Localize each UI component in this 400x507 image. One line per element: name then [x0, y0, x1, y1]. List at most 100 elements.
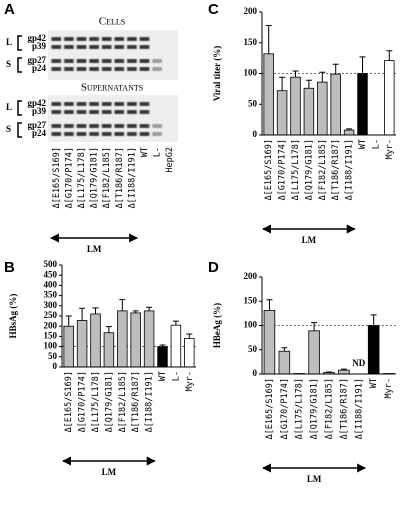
band: [64, 124, 74, 128]
error-bar: [281, 347, 288, 352]
bracket-label: L: [6, 102, 12, 112]
lane-label: Δ[T186/R187]: [115, 147, 125, 208]
band: [114, 110, 125, 114]
band: [51, 110, 62, 114]
y-tick-label: 50: [48, 351, 58, 361]
lane-label: Δ[E165/S169]: [52, 147, 62, 208]
x-tick-label: Δ[I188/I191]: [354, 378, 364, 439]
error-bar: [119, 299, 126, 311]
error-bar: [346, 128, 353, 131]
panel-label: D: [208, 259, 219, 276]
band: [89, 37, 99, 41]
group-label: LM: [102, 467, 117, 477]
band: [101, 124, 112, 128]
lane-label: WT: [140, 147, 150, 157]
x-tick-label: Δ[L175/L178]: [91, 371, 101, 432]
y-tick-label: 0: [53, 361, 58, 371]
band: [114, 45, 125, 49]
panel-label: A: [4, 1, 15, 18]
band: [89, 45, 99, 49]
band: [76, 67, 87, 71]
bracket-label: L: [6, 37, 12, 47]
y-tick-label: 350: [44, 290, 58, 300]
error-bar: [146, 306, 153, 311]
x-tick-label: WT: [369, 378, 379, 388]
x-tick-label: Δ[T186/R187]: [331, 139, 341, 200]
y-tick-label: 0: [253, 368, 258, 378]
error-bar: [292, 70, 299, 78]
band: [89, 67, 99, 71]
band: [114, 124, 125, 128]
band: [139, 59, 150, 63]
x-tick-label: Δ[T186/R187]: [339, 378, 349, 439]
x-tick-label: Δ[F182/L185]: [118, 371, 128, 432]
bar: [117, 310, 128, 368]
bar: [157, 346, 168, 368]
bar: [343, 129, 355, 136]
x-tick-label: Δ[G170/P174]: [280, 378, 290, 439]
bar: [384, 60, 395, 136]
lane-label: Δ[I188/I191]: [127, 147, 137, 208]
bar: [357, 73, 368, 136]
bar: [170, 324, 182, 368]
bar: [290, 76, 301, 136]
marker-label: p39: [32, 106, 47, 116]
group-label: LM: [307, 474, 322, 484]
x-tick-label: Δ[E165/S169]: [265, 378, 275, 439]
band: [76, 45, 87, 49]
error-bar: [319, 71, 326, 83]
group-label: LM: [302, 235, 317, 245]
x-tick-label: WT: [158, 371, 168, 381]
bar: [263, 53, 274, 136]
y-axis-title: HBsAg (%): [8, 294, 18, 339]
error-bar: [265, 25, 272, 54]
band: [101, 67, 112, 71]
x-tick-label: Δ[E165/S169]: [264, 139, 274, 200]
band: [114, 59, 125, 63]
error-bar: [172, 320, 179, 326]
bar: [276, 90, 288, 136]
x-tick-label: Δ[Q179/G181]: [304, 139, 314, 200]
y-axis-title: Viral titer (%): [212, 46, 222, 101]
band: [127, 132, 137, 136]
y-tick-label: 100: [244, 68, 258, 78]
bracket-label: S: [6, 124, 11, 134]
band: [127, 45, 137, 49]
band: [89, 59, 99, 63]
x-tick-label: Myr-: [185, 371, 195, 391]
bar: [303, 87, 315, 136]
marker-label: p24: [32, 128, 47, 138]
band: [64, 102, 74, 106]
lane-label: Δ[Q179/G181]: [90, 147, 100, 208]
error-bar: [186, 333, 193, 339]
x-tick-label: WT: [358, 139, 368, 149]
error-bar: [132, 310, 139, 313]
y-axis-title: HBeAg (%): [212, 303, 222, 348]
band: [51, 124, 62, 128]
band: [51, 37, 62, 41]
band: [139, 132, 150, 136]
bracket: [17, 35, 22, 51]
band: [114, 37, 125, 41]
y-tick-label: 300: [44, 300, 58, 310]
x-tick-label: Δ[L175/L178]: [291, 139, 301, 200]
bracket-label: S: [6, 59, 11, 69]
bracket: [17, 122, 22, 138]
band: [101, 37, 112, 41]
band: [64, 59, 74, 63]
x-tick-label: Δ[I188/I191]: [145, 371, 155, 432]
y-tick-label: 200: [244, 6, 258, 16]
bar: [90, 313, 101, 368]
band: [114, 102, 125, 106]
group-label: LM: [87, 244, 102, 254]
bar: [103, 332, 115, 368]
band: [101, 102, 112, 106]
y-tick-label: 100: [44, 341, 58, 351]
lane-label: HepG2: [165, 147, 175, 173]
band: [139, 45, 150, 49]
bar: [63, 325, 74, 368]
band: [51, 59, 62, 63]
band: [89, 110, 99, 114]
y-tick-label: 0: [253, 129, 258, 139]
band: [101, 132, 112, 136]
